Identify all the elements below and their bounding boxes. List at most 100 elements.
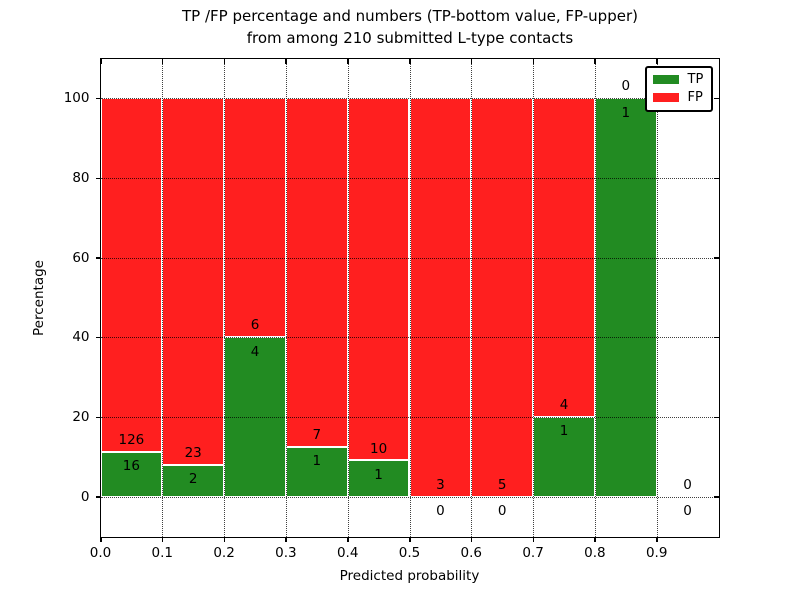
x-tick-label: 0.8 [584,544,606,561]
bar-segment-tp [100,451,163,497]
bar-count-label-tp: 4 [250,343,260,360]
x-tick-label: 0.3 [275,544,297,561]
bar-count-label-fp: 7 [312,426,322,443]
x-tick-inner-top [470,58,473,64]
legend-item-fp: FP [652,89,704,105]
x-tick [285,536,287,542]
x-tick [470,536,473,542]
x-tick-inner-top [100,58,102,64]
y-tick-label: 80 [72,170,90,186]
bar-segment-fp [100,98,163,452]
y-tick [95,336,101,339]
x-tick-inner-top [532,58,535,64]
bar-count-label-fp: 5 [497,476,507,493]
x-tick [223,536,226,542]
x-tick-label: 0.0 [89,544,112,561]
y-tick-inner-right [713,336,719,339]
bar-count-label-tp: 1 [312,453,322,470]
grid-line-vertical [285,58,287,537]
bar-count-label-tp: 0 [497,503,507,519]
x-tick [594,536,596,542]
y-tick-inner-right [713,416,719,418]
x-tick [409,536,411,542]
x-tick [532,536,535,542]
bar-count-label-fp: 10 [370,440,388,457]
bar-count-label-fp: 4 [559,397,569,414]
legend-label-fp: FP [687,89,703,105]
x-tick-inner-top [223,58,226,64]
bar-count-label-fp: 126 [118,431,145,448]
bar-count-label-fp: 6 [250,317,260,334]
grid-line-vertical [533,58,535,537]
bar-count-label-fp: 3 [436,476,445,493]
chart-title-line2: from among 210 submitted L-type contacts [246,29,574,47]
legend: TP FP [644,65,714,112]
y-tick-label: 60 [72,249,90,266]
grid-line-vertical [347,58,349,537]
x-tick-label: 0.7 [522,544,544,561]
bar-segment-fp [162,98,225,465]
x-axis-label: Predicted probability [339,567,480,584]
y-tick-label: 100 [63,90,90,107]
y-tick [95,177,101,179]
legend-label-tp: TP [687,71,704,87]
legend-swatch-tp [652,75,679,84]
x-tick-label: 0.5 [398,544,421,561]
grid-line-vertical [409,58,411,537]
x-tick [100,536,102,542]
y-tick-inner-right [713,97,719,100]
x-tick-inner-top [409,58,411,64]
bar-count-label-tp: 1 [621,104,631,121]
grid-line-vertical [594,58,596,537]
x-tick-label: 0.6 [460,544,483,561]
bar-count-label-tp: 0 [436,503,445,519]
bar-segment-fp [347,98,410,461]
grid-line-vertical [471,58,473,537]
x-tick-inner-top [594,58,596,64]
plot-area: Percentage Predicted probability TP FP 1… [31,57,720,584]
y-tick-label: 20 [72,409,90,425]
bar-count-label-fp: 0 [683,476,692,493]
y-tick [95,257,101,259]
x-tick-inner-top [656,58,658,64]
x-tick [161,536,164,542]
bar-segment-fp [471,98,534,497]
bar-segment-tp [594,98,657,497]
y-tick-inner-right [713,257,719,259]
bar-count-label-tp: 16 [122,458,140,475]
x-tick-label: 0.9 [645,544,668,561]
x-tick [347,536,349,542]
bar-segment-fp [409,98,472,497]
bar-count-label-tp: 2 [188,471,198,488]
y-tick-inner-right [713,177,719,179]
y-tick [95,97,101,100]
x-tick-label: 0.1 [151,544,174,561]
x-tick-inner-top [285,58,287,64]
grid-line-vertical [224,58,226,537]
bar-segment-tp [162,464,225,497]
legend-swatch-fp [652,93,679,102]
chart-title-line1: TP /FP percentage and numbers (TP-bottom… [182,7,638,25]
bar-count-label-fp: 23 [184,444,202,461]
bar-count-label-tp: 1 [559,423,569,440]
chart-title: TP /FP percentage and numbers (TP-bottom… [101,5,719,49]
grid-line-vertical [656,58,658,537]
bar-count-label-tp: 1 [374,466,383,483]
x-tick-inner-top [161,58,164,64]
bar-segment-fp [224,98,286,338]
bar-count-label-fp: 0 [621,78,631,95]
y-tick-label: 0 [80,488,90,505]
bar-segment-fp [285,98,348,447]
x-tick [656,536,658,542]
y-tick-inner-right [713,496,719,498]
bar-segment-tp [285,446,348,497]
y-tick [95,496,101,498]
y-axis-label: Percentage [30,259,47,336]
y-tick [95,416,101,418]
x-tick-inner-top [347,58,349,64]
grid-line-vertical [162,58,164,537]
x-tick-label: 0.4 [336,544,359,561]
y-tick-label: 40 [72,329,90,346]
bar-count-label-tp: 0 [683,503,692,519]
